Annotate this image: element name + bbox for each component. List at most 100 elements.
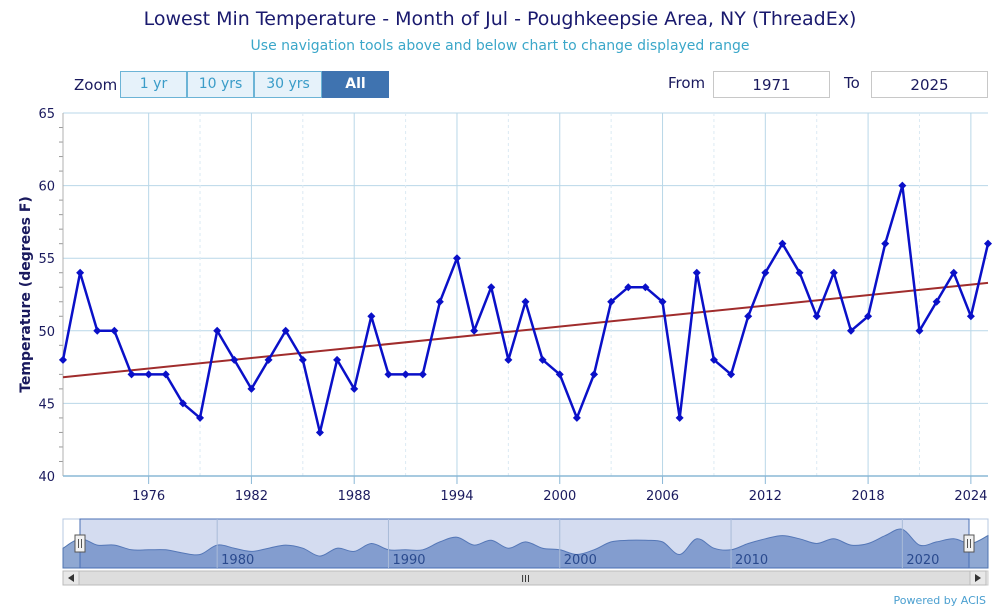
navigator[interactable]: 1980 1990 2000 2010 2020 III [62, 518, 989, 586]
data-point[interactable] [367, 312, 376, 321]
data-point[interactable] [470, 326, 479, 335]
data-point[interactable] [624, 283, 633, 292]
data-point[interactable] [675, 413, 684, 422]
data-point[interactable] [829, 268, 838, 277]
data-point[interactable] [504, 355, 513, 364]
data-point[interactable] [538, 355, 547, 364]
from-year-input[interactable] [713, 71, 830, 98]
data-point[interactable] [932, 297, 941, 306]
data-point[interactable] [161, 370, 170, 379]
data-point[interactable] [418, 370, 427, 379]
x-tick-label: 2024 [954, 489, 987, 504]
data-point[interactable] [658, 297, 667, 306]
data-point[interactable] [264, 355, 273, 364]
handle-body[interactable] [74, 534, 86, 553]
chart-title: Lowest Min Temperature - Month of Jul - … [143, 8, 857, 30]
data-point[interactable] [521, 297, 530, 306]
navigator-label: 1990 [392, 553, 425, 568]
data-point[interactable] [350, 384, 359, 393]
data-point[interactable] [744, 312, 753, 321]
navigator-label: 2010 [735, 553, 768, 568]
zoom-1yr-button[interactable]: 1 yr [120, 71, 187, 98]
data-point[interactable] [76, 268, 85, 277]
y-tick-label: 40 [38, 470, 55, 485]
zoom-30yrs-button[interactable]: 30 yrs [254, 71, 322, 98]
to-year-input[interactable] [871, 71, 988, 98]
handle-body[interactable] [963, 534, 975, 553]
data-point[interactable] [590, 370, 599, 379]
navigator-selection[interactable] [79, 518, 970, 569]
scrollbar-grip-icon: III [521, 574, 530, 585]
data-point[interactable] [281, 326, 290, 335]
x-tick-label: 2006 [646, 489, 679, 504]
series-line [61, 184, 990, 434]
data-point[interactable] [110, 326, 119, 335]
data-point[interactable] [761, 268, 770, 277]
navigator-label: 2020 [906, 553, 939, 568]
zoom-10yrs-button[interactable]: 10 yrs [187, 71, 254, 98]
data-point[interactable] [881, 239, 890, 248]
data-point[interactable] [966, 312, 975, 321]
x-tick-label: 1994 [440, 489, 473, 504]
y-tick-label: 45 [38, 397, 55, 412]
navigator-left-handle[interactable] [74, 534, 86, 553]
data-point[interactable] [127, 370, 136, 379]
data-point[interactable] [984, 239, 992, 248]
navigator-label: 2000 [564, 553, 597, 568]
data-point[interactable] [196, 413, 205, 422]
data-point[interactable] [247, 384, 256, 393]
to-label: To [844, 74, 860, 92]
data-point[interactable] [795, 268, 804, 277]
y-tick-label: 50 [38, 325, 55, 340]
zoom-label: Zoom [74, 76, 118, 94]
data-point[interactable] [915, 326, 924, 335]
y-axis-title: Temperature (degrees F) [18, 196, 34, 393]
data-point[interactable] [298, 355, 307, 364]
x-tick-label: 2012 [749, 489, 782, 504]
data-point[interactable] [864, 312, 873, 321]
zoom-all-button[interactable]: All [322, 71, 389, 98]
data-point[interactable] [709, 355, 718, 364]
data-point[interactable] [778, 239, 787, 248]
y-tick-label: 60 [38, 180, 55, 195]
data-point[interactable] [641, 283, 650, 292]
data-point[interactable] [213, 326, 222, 335]
x-tick-label: 2000 [543, 489, 576, 504]
data-point[interactable] [846, 326, 855, 335]
data-point[interactable] [93, 326, 102, 335]
grid-lines [63, 112, 988, 477]
data-point[interactable] [401, 370, 410, 379]
navigator-right-handle[interactable] [963, 534, 975, 553]
x-tick-label: 2018 [852, 489, 885, 504]
navigator-label: 1980 [221, 553, 254, 568]
data-point[interactable] [555, 370, 564, 379]
data-point[interactable] [812, 312, 821, 321]
data-point[interactable] [607, 297, 616, 306]
data-point[interactable] [59, 355, 67, 364]
powered-by-credit[interactable]: Powered by ACIS [893, 594, 987, 607]
trendline-path [62, 281, 989, 379]
chart-subtitle: Use navigation tools above and below cha… [250, 38, 750, 54]
data-point[interactable] [315, 428, 324, 437]
data-point[interactable] [898, 181, 907, 190]
data-point[interactable] [572, 413, 581, 422]
data-point[interactable] [144, 370, 153, 379]
x-tick-label: 1976 [132, 489, 165, 504]
data-point[interactable] [333, 355, 342, 364]
y-tick-label: 65 [38, 107, 55, 122]
data-point[interactable] [949, 268, 958, 277]
data-point[interactable] [692, 268, 701, 277]
data-point[interactable] [435, 297, 444, 306]
data-point[interactable] [727, 370, 736, 379]
series-layer [59, 181, 992, 437]
data-point[interactable] [384, 370, 393, 379]
arrow-right-icon [975, 574, 981, 582]
data-point[interactable] [178, 399, 187, 408]
y-tick-label: 55 [38, 252, 55, 267]
data-point[interactable] [230, 355, 239, 364]
x-tick-label: 1988 [338, 489, 371, 504]
data-point[interactable] [487, 283, 496, 292]
data-point[interactable] [452, 254, 461, 263]
from-label: From [668, 74, 706, 92]
